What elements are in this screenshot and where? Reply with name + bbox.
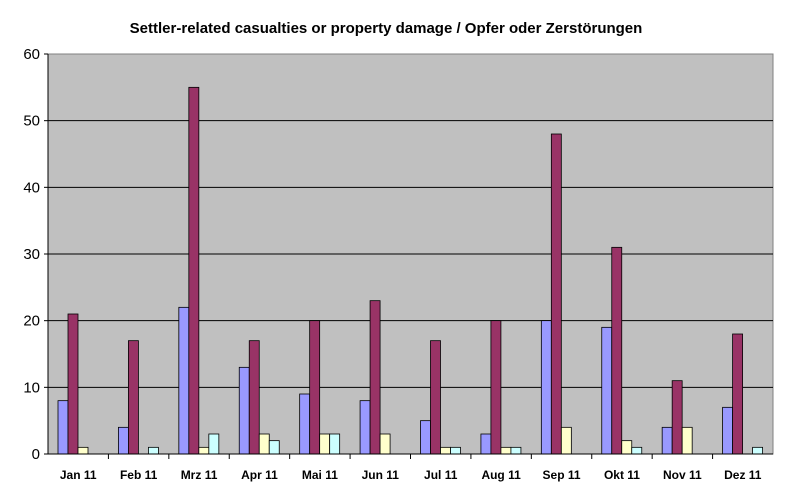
bar-feb-11-s1 (118, 426, 129, 455)
bar-jun-11-s1 (359, 400, 371, 455)
x-tick-label: Jul 11 (424, 468, 458, 482)
bar-mrz-11-s2 (188, 86, 200, 455)
bar-sep-11-s1 (540, 320, 552, 455)
bar-aug-11-s3 (500, 446, 512, 455)
bar-jul-11-s1 (420, 420, 431, 455)
x-tick-label: Okt 11 (604, 468, 640, 482)
bar-mai-11-s3 (319, 433, 331, 455)
bar-mai-11-s2 (309, 320, 321, 455)
bar-apr-11-s4 (268, 440, 280, 455)
x-tick-label: Apr 11 (241, 468, 278, 482)
bar-okt-11-s4 (631, 446, 643, 455)
bar-jul-11-s4 (450, 446, 461, 455)
bar-jan-11-s2 (67, 313, 79, 455)
x-tick-label: Nov 11 (663, 468, 702, 482)
y-tick-label: 50 (23, 113, 40, 130)
bar-nov-11-s2 (671, 380, 683, 455)
bar-jun-11-s2 (369, 300, 381, 455)
x-tick-label: Aug 11 (481, 468, 521, 482)
bar-jul-11-s2 (430, 340, 441, 455)
chart-title: Settler-related casualties or property d… (130, 20, 643, 37)
x-tick-label: Jan 11 (60, 468, 97, 482)
x-tick-label: Dez 11 (724, 468, 762, 482)
y-tick-label: 20 (23, 313, 40, 330)
bar-okt-11-s3 (621, 440, 633, 455)
x-tick-label: Mrz 11 (181, 468, 218, 482)
bar-jan-11-s3 (77, 446, 89, 455)
bar-okt-11-s2 (611, 246, 623, 455)
y-tick-label: 60 (23, 46, 40, 63)
bar-apr-11-s1 (238, 366, 250, 455)
bars (57, 86, 763, 455)
x-axis: Jan 11 Feb 11 Mrz 11 Apr 11 Mai 11 Jun 11 Jul … (48, 453, 773, 482)
bar-mai-11-s4 (329, 433, 341, 455)
x-tick-label: Sep 11 (543, 468, 581, 482)
bar-aug-11-s2 (490, 320, 502, 455)
bar-mai-11-s1 (299, 393, 311, 455)
bar-feb-11-s4 (148, 446, 159, 455)
bar-feb-11-s2 (128, 340, 139, 455)
bar-mrz-11-s3 (198, 446, 210, 455)
bar-sep-11-s3 (560, 426, 572, 455)
bar-mrz-11-s4 (208, 433, 220, 455)
y-axis: 0 10 20 30 40 50 60 (23, 46, 49, 463)
bar-apr-11-s2 (248, 340, 260, 455)
gridlines (48, 120, 773, 388)
bar-okt-11-s1 (601, 326, 613, 455)
bar-dez-11-s4 (752, 446, 763, 455)
x-tick-label: Feb 11 (120, 468, 158, 482)
bar-nov-11-s3 (681, 426, 693, 455)
bar-mrz-11-s1 (178, 306, 190, 455)
bar-dez-11-s1 (722, 406, 733, 455)
bar-nov-11-s1 (661, 426, 673, 455)
bar-jul-11-s3 (440, 446, 451, 455)
bar-jun-11-s3 (379, 433, 391, 455)
bar-aug-11-s1 (480, 433, 492, 455)
bar-aug-11-s4 (510, 446, 522, 455)
x-tick-label: Jun 11 (362, 468, 400, 482)
y-tick-label: 40 (23, 179, 40, 196)
bar-dez-11-s2 (732, 333, 743, 455)
y-tick-label: 10 (23, 379, 40, 396)
bar-sep-11-s2 (550, 133, 562, 455)
bar-jan-11-s1 (57, 400, 69, 455)
y-tick-label: 0 (32, 446, 40, 463)
x-tick-label: Mai 11 (302, 468, 338, 482)
y-tick-label: 30 (23, 246, 40, 263)
bar-apr-11-s3 (258, 433, 270, 455)
